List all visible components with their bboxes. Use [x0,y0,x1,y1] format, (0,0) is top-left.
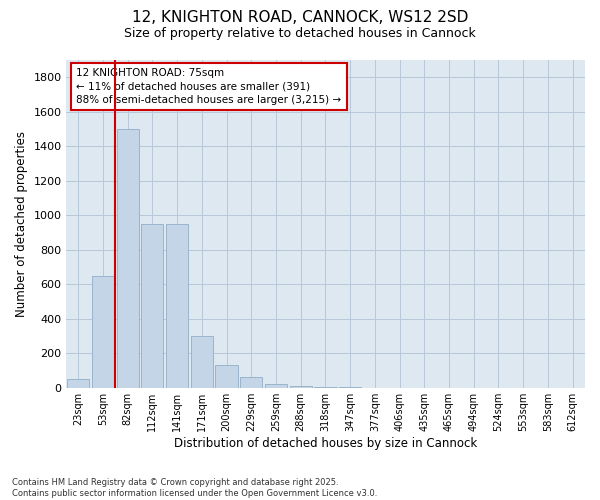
Bar [240,376,262,388]
Text: Size of property relative to detached houses in Cannock: Size of property relative to detached ho… [124,28,476,40]
Bar [67,380,89,388]
Bar [116,129,139,388]
Bar [339,387,361,388]
Text: Contains HM Land Registry data © Crown copyright and database right 2025.
Contai: Contains HM Land Registry data © Crown c… [12,478,377,498]
Bar [166,224,188,388]
Text: 12, KNIGHTON ROAD, CANNOCK, WS12 2SD: 12, KNIGHTON ROAD, CANNOCK, WS12 2SD [132,10,468,25]
Bar [290,386,312,388]
Bar [141,224,163,388]
Text: 12 KNIGHTON ROAD: 75sqm
← 11% of detached houses are smaller (391)
88% of semi-d: 12 KNIGHTON ROAD: 75sqm ← 11% of detache… [76,68,341,104]
Bar [265,384,287,388]
X-axis label: Distribution of detached houses by size in Cannock: Distribution of detached houses by size … [174,437,477,450]
Bar [191,336,213,388]
Bar [215,364,238,388]
Bar [92,276,114,388]
Y-axis label: Number of detached properties: Number of detached properties [15,131,28,317]
Bar [314,387,337,388]
